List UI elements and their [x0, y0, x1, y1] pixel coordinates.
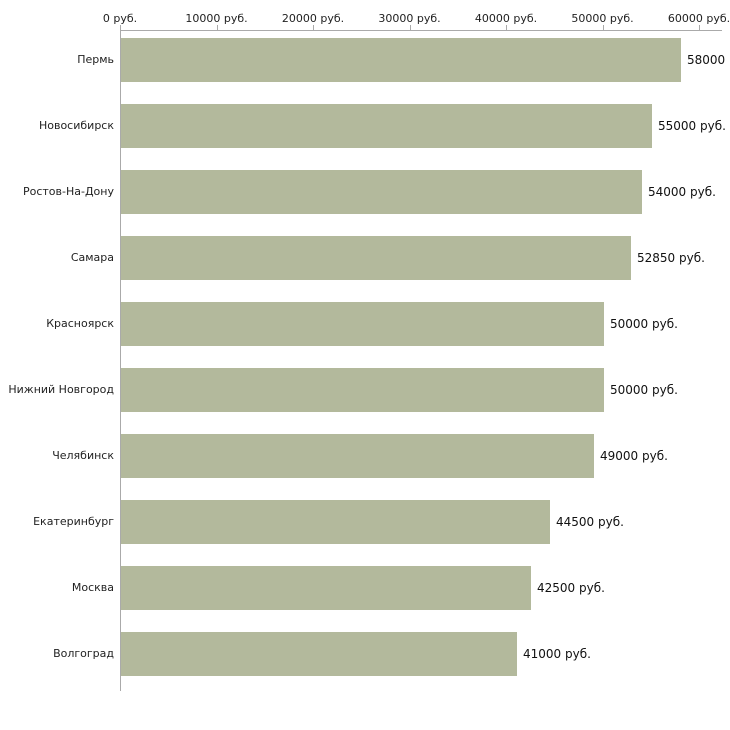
category-label: Самара: [70, 251, 114, 264]
x-tick-label: 40000 руб.: [474, 12, 538, 25]
bar-row: Волгоград 41000 руб.: [0, 632, 730, 676]
x-axis: 0 руб. 10000 руб. 20000 руб. 30000 руб. 4000…: [0, 0, 730, 30]
x-tick-mark: [506, 25, 507, 30]
category-label: Новосибирск: [38, 119, 114, 132]
category-label: Екатеринбург: [33, 515, 114, 528]
value-label: 41000 руб.: [523, 647, 591, 661]
bar: [121, 500, 550, 544]
bars-layer: Пермь 58000 р Новосибирск 55000 руб. Ростов-…: [0, 30, 730, 692]
bar: [121, 104, 652, 148]
value-label: 58000 р: [687, 53, 730, 67]
x-tick-mark: [313, 25, 314, 30]
bar-row: Нижний Новгород 50000 руб.: [0, 368, 730, 412]
x-tick-label: 60000 руб.: [667, 12, 730, 25]
bar-row: Ростов-На-Дону 54000 руб.: [0, 170, 730, 214]
category-label: Нижний Новгород: [8, 383, 114, 396]
bar: [121, 368, 604, 412]
x-tick-mark: [602, 25, 604, 30]
category-label: Волгоград: [53, 647, 114, 660]
x-tick-label: 50000 руб.: [571, 12, 634, 25]
value-label: 49000 руб.: [600, 449, 668, 463]
x-tick-label: 20000 руб.: [281, 12, 345, 25]
category-label: Ростов-На-Дону: [22, 185, 114, 198]
category-label: Москва: [71, 581, 114, 594]
x-tick-mark: [699, 25, 700, 30]
value-label: 55000 руб.: [658, 119, 726, 133]
bar-row: Пермь 58000 р: [0, 38, 730, 82]
bar-row: Красноярск 50000 руб.: [0, 302, 730, 346]
bar-row: Москва 42500 руб.: [0, 566, 730, 610]
bar-row: Екатеринбург 44500 руб.: [0, 500, 730, 544]
bar: [121, 632, 517, 676]
value-label: 52850 руб.: [637, 251, 705, 265]
bar: [121, 566, 531, 610]
bar-row: Новосибирск 55000 руб.: [0, 104, 730, 148]
category-label: Пермь: [77, 53, 114, 66]
x-tick-label: 10000 руб.: [185, 12, 248, 25]
bar: [121, 38, 681, 82]
x-tick-mark: [409, 25, 411, 30]
bar: [121, 170, 642, 214]
bar: [121, 236, 631, 280]
x-axis-line: [120, 30, 722, 31]
x-tick-mark: [216, 25, 218, 30]
x-tick-label: 30000 руб.: [378, 12, 441, 25]
bar-row: Челябинск 49000 руб.: [0, 434, 730, 478]
value-label: 42500 руб.: [537, 581, 605, 595]
category-label: Красноярск: [46, 317, 114, 330]
x-tick-mark: [120, 25, 121, 30]
value-label: 54000 руб.: [648, 185, 716, 199]
bar: [121, 302, 604, 346]
bar-row: Самара 52850 руб.: [0, 236, 730, 280]
category-label: Челябинск: [52, 449, 114, 462]
value-label: 50000 руб.: [610, 383, 678, 397]
y-axis-line: [120, 30, 121, 691]
x-tick-label: 0 руб.: [102, 12, 138, 25]
value-label: 50000 руб.: [610, 317, 678, 331]
bar: [121, 434, 594, 478]
value-label: 44500 руб.: [556, 515, 624, 529]
